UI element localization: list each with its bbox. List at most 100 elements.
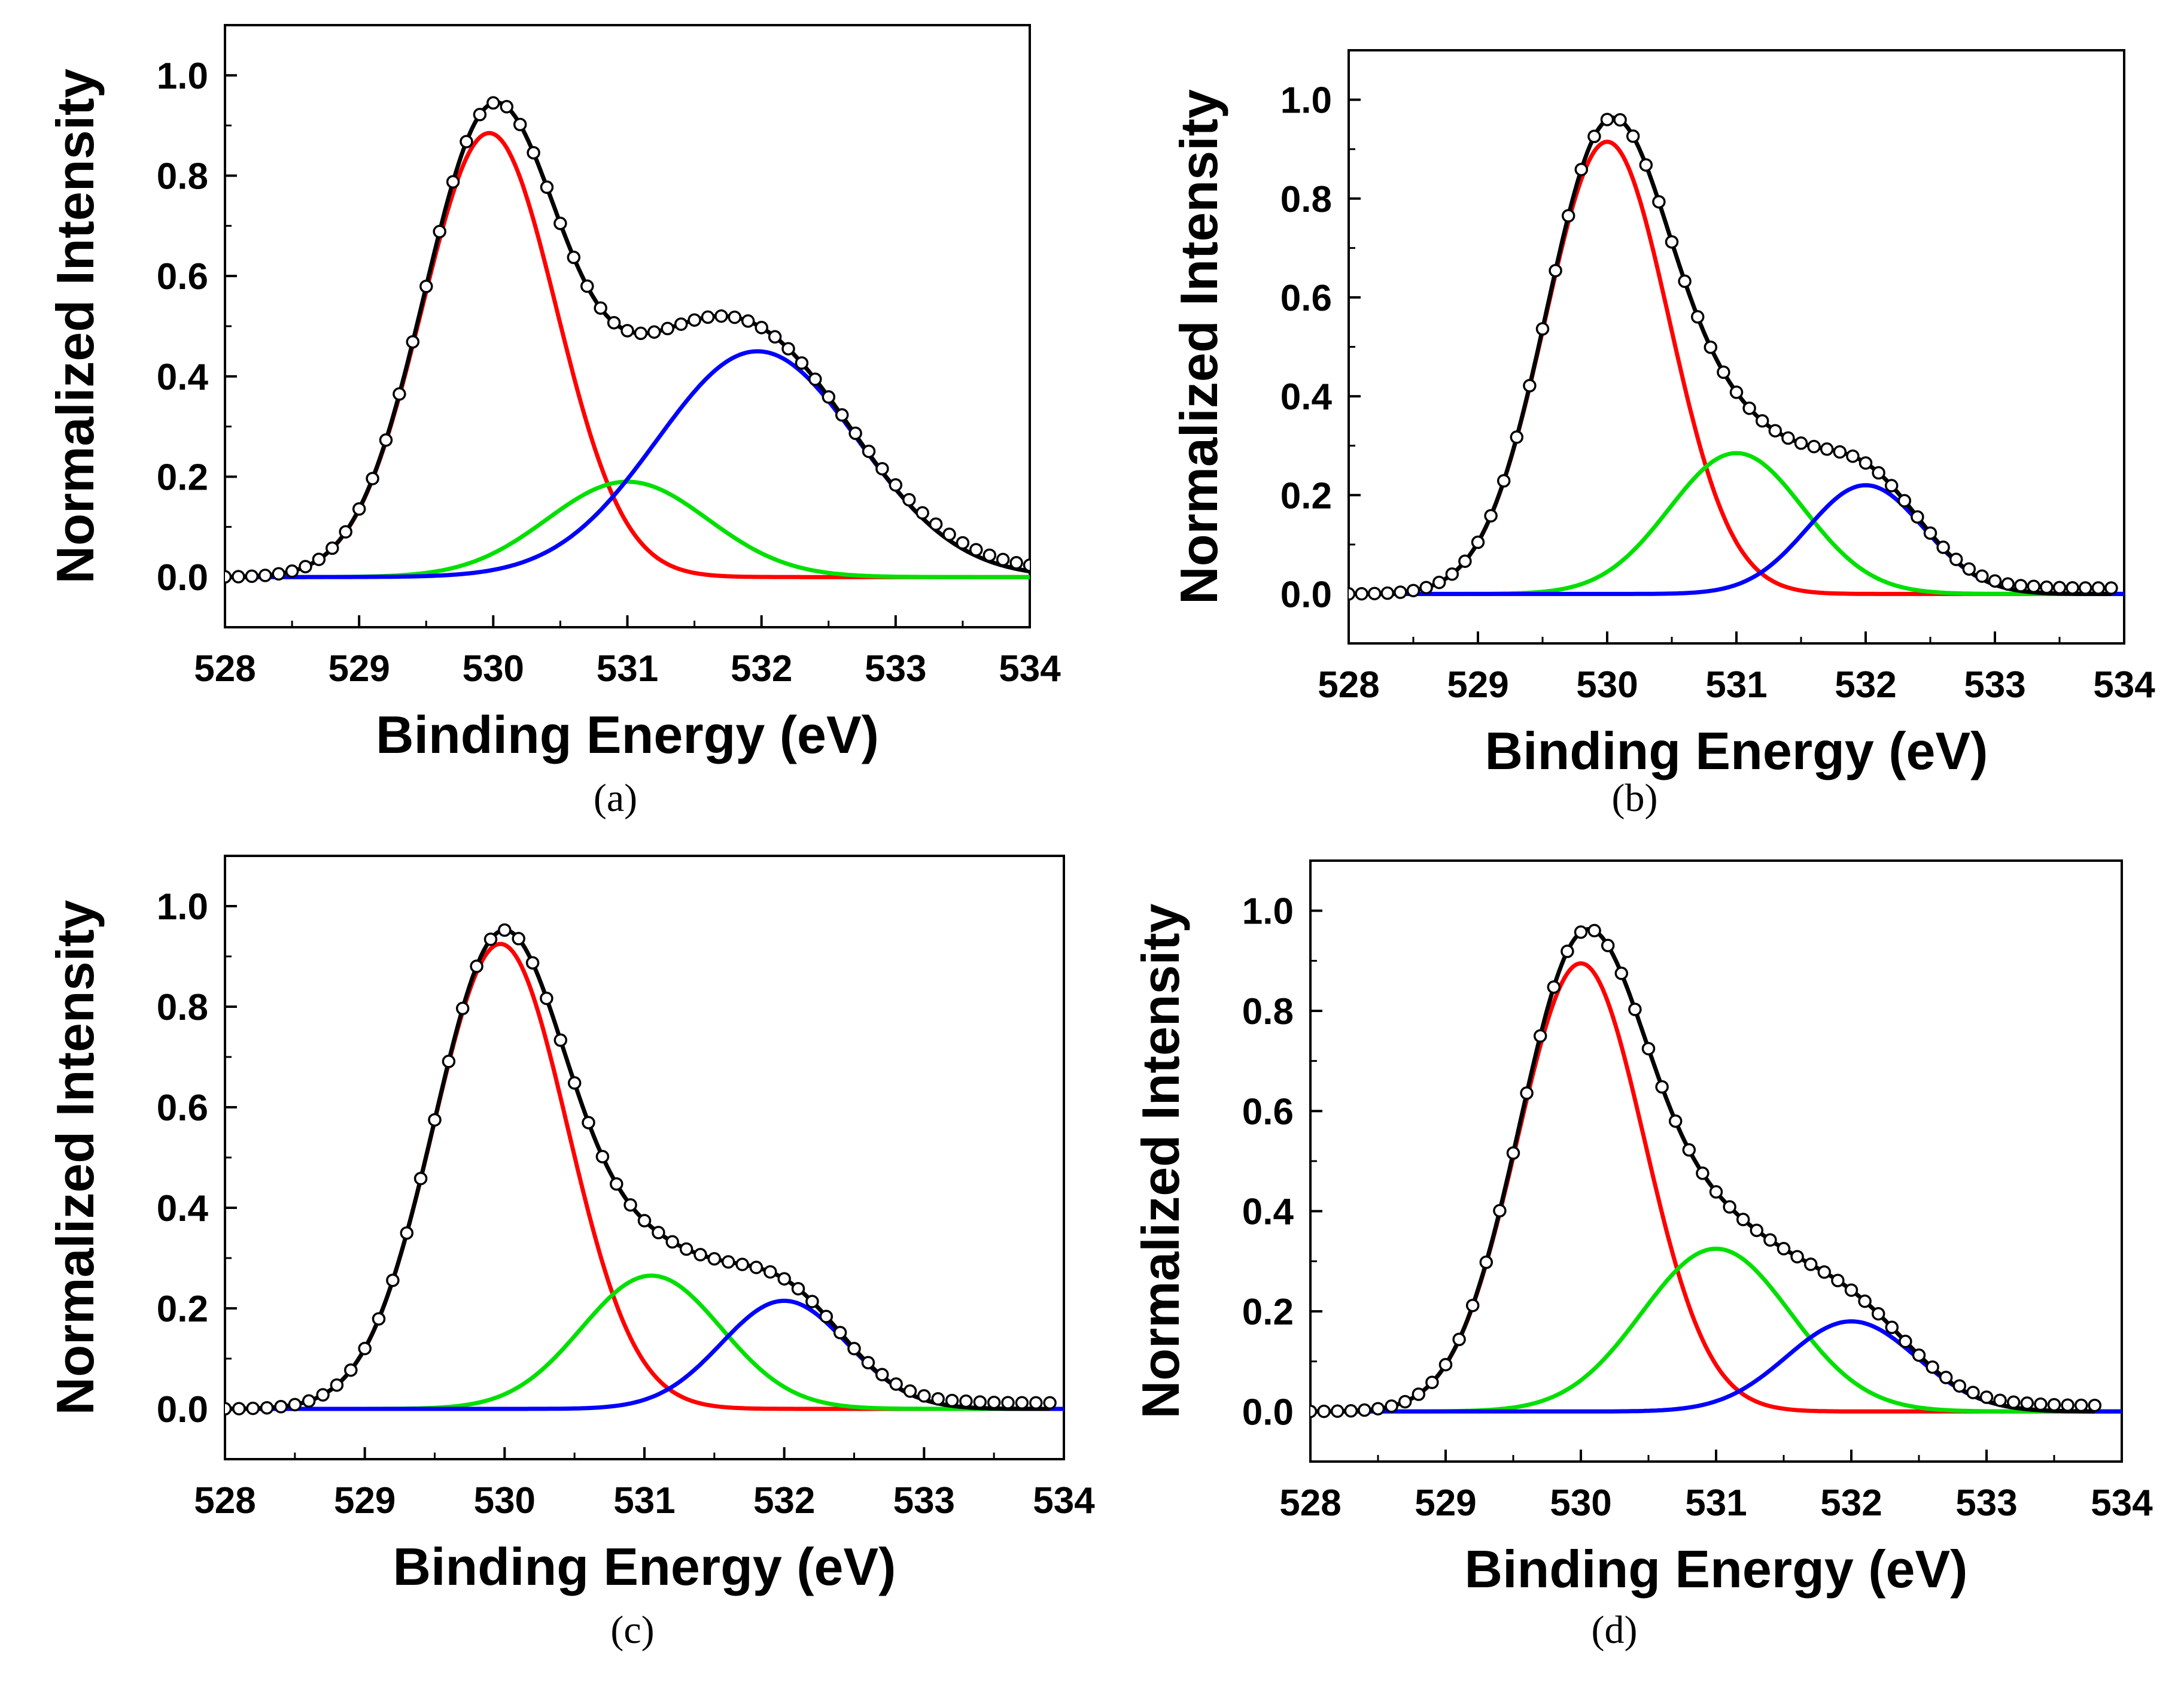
- data-point: [791, 1281, 805, 1296]
- data-point: [339, 525, 352, 539]
- data-point: [808, 372, 822, 386]
- data-point: [1009, 556, 1023, 570]
- data-point: [847, 1342, 861, 1356]
- data-point: [1510, 430, 1524, 444]
- data-point: [400, 1226, 414, 1240]
- data-point: [413, 1171, 428, 1186]
- data-point: [1912, 1348, 1926, 1362]
- data-point: [2091, 581, 2106, 595]
- data-point: [665, 1235, 679, 1249]
- data-point: [1535, 322, 1550, 336]
- data-point: [1781, 431, 1795, 445]
- data-point: [358, 1341, 372, 1356]
- data-point: [973, 1395, 987, 1409]
- data-point: [1655, 1080, 1669, 1094]
- data-point: [553, 1033, 568, 1047]
- data-point: [1794, 436, 1808, 450]
- data-point: [1723, 1200, 1736, 1214]
- data-point: [1419, 581, 1433, 594]
- y-tick-label: 0.2: [1280, 475, 1332, 517]
- data-point: [330, 1378, 344, 1392]
- data-point: [1317, 1404, 1331, 1418]
- x-tick-label: 531: [613, 1480, 675, 1521]
- data-point: [225, 570, 232, 584]
- data-point: [540, 180, 554, 195]
- x-tick-label: 534: [2091, 1483, 2153, 1524]
- plot-frame: [1309, 859, 2123, 1463]
- x-tick-label: 533: [865, 648, 926, 689]
- data-point: [1425, 1375, 1439, 1389]
- data-point: [1371, 1402, 1385, 1415]
- data-point: [707, 1252, 722, 1266]
- data-point: [1682, 1143, 1696, 1157]
- data-point: [1936, 540, 1950, 554]
- x-tick-label: 528: [1318, 664, 1379, 706]
- data-point: [1979, 1390, 1994, 1404]
- data-point: [316, 1388, 330, 1402]
- data-point: [1858, 456, 1873, 470]
- data-point: [2020, 1396, 2034, 1410]
- data-point: [582, 1116, 595, 1129]
- data-point: [983, 548, 997, 562]
- data-point: [285, 564, 299, 578]
- y-axis-title: Normalized Intensity: [45, 69, 105, 584]
- data-point: [1355, 587, 1368, 601]
- data-point: [1872, 466, 1885, 480]
- data-point: [513, 117, 527, 132]
- data-point: [232, 1402, 246, 1415]
- x-tick-label: 532: [1820, 1483, 1882, 1524]
- data-point: [969, 543, 983, 557]
- data-point: [1952, 1379, 1967, 1393]
- data-point: [1385, 1399, 1398, 1413]
- data-point: [693, 1248, 707, 1262]
- y-tick-label: 0.8: [1242, 991, 1294, 1032]
- data-point: [903, 1384, 917, 1398]
- data-point: [1587, 923, 1601, 938]
- data-point: [688, 313, 701, 327]
- x-tick-label: 533: [893, 1480, 955, 1521]
- data-point: [433, 224, 446, 239]
- x-axis-title: Binding Energy (eV): [393, 1537, 896, 1596]
- data-point: [1911, 510, 1924, 524]
- data-point: [1484, 509, 1498, 523]
- data-point: [1445, 567, 1459, 581]
- data-point: [1029, 1396, 1043, 1410]
- data-point: [1820, 442, 1834, 456]
- data-point: [288, 1398, 302, 1412]
- data-point: [302, 1394, 316, 1408]
- x-tick-label: 529: [328, 648, 390, 689]
- data-point: [1626, 129, 1640, 143]
- panel-label: (a): [594, 776, 637, 820]
- y-tick-label: 0.2: [1242, 1292, 1294, 1333]
- data-point: [553, 217, 567, 230]
- x-tick-label: 532: [753, 1480, 815, 1521]
- data-point: [1833, 445, 1847, 459]
- data-point: [379, 433, 393, 447]
- data-point: [393, 387, 406, 401]
- data-point: [1614, 967, 1629, 980]
- x-tick-label: 531: [1685, 1483, 1747, 1524]
- data-point: [1330, 1404, 1345, 1418]
- data-point: [1600, 113, 1614, 126]
- data-point: [1704, 340, 1718, 354]
- y-tick-label: 0.4: [157, 357, 209, 398]
- panel-b: 528 529 530 531 532 533 534 0.0 0.2 0.4 0.6 0.8 1.0 B…: [1169, 49, 2155, 820]
- data-point: [652, 1226, 665, 1240]
- data-point: [848, 426, 862, 441]
- y-tick-label: 0.0: [157, 557, 208, 599]
- data-point: [1763, 1233, 1777, 1247]
- plot-frame: [1347, 49, 2125, 645]
- panel-d: 528 529 530 531 532 533 534 0.0 0.2 0.4 0.6 0.8 1.0 B…: [1131, 859, 2153, 1652]
- y-tick-label: 0.6: [1280, 278, 1332, 319]
- data-point: [1750, 1223, 1764, 1237]
- data-point: [1817, 1265, 1832, 1279]
- y-axis-title: Normalized Intensity: [1131, 904, 1190, 1419]
- x-tick-label: 528: [1279, 1483, 1341, 1524]
- data-point: [232, 570, 245, 584]
- data-point: [1358, 1403, 1371, 1417]
- data-point: [1310, 1404, 1318, 1418]
- data-point: [486, 96, 500, 110]
- data-point: [2001, 577, 2015, 591]
- data-point: [567, 250, 581, 265]
- x-tick-label: 533: [1964, 664, 2025, 706]
